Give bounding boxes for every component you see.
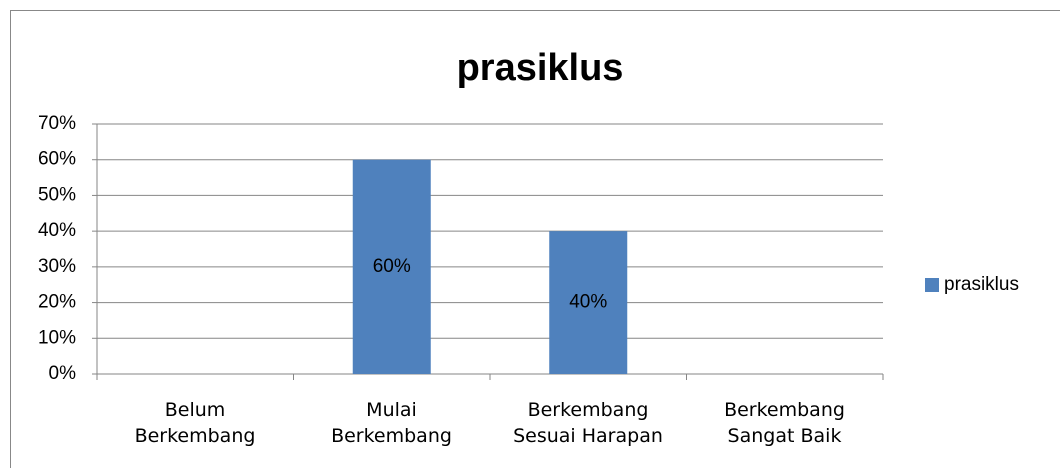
y-tick-label: 70%	[38, 113, 76, 134]
bar	[352, 159, 431, 374]
x-tick-label: Mulai Berkembang	[331, 399, 452, 447]
legend-label: prasiklus	[944, 274, 1019, 295]
x-tick-label: Berkembang Sesuai Harapan	[513, 399, 663, 447]
y-tick-label: 0%	[49, 363, 77, 384]
chart-title: prasiklus	[457, 47, 624, 89]
data-label: 60%	[373, 256, 411, 277]
x-tick-label: Belum Berkembang	[134, 399, 256, 447]
chart-border	[10, 10, 1060, 468]
y-tick-label: 30%	[38, 256, 76, 277]
y-tick-label: 40%	[38, 220, 76, 241]
y-tick-label: 50%	[38, 184, 76, 205]
y-tick-label: 10%	[38, 327, 76, 348]
y-tick-label: 60%	[38, 149, 76, 170]
data-label: 40%	[569, 292, 607, 313]
legend-swatch	[925, 278, 939, 292]
x-tick-label: Berkembang Sangat Baik	[724, 399, 845, 447]
bar	[549, 231, 628, 374]
y-tick-label: 20%	[38, 292, 76, 313]
